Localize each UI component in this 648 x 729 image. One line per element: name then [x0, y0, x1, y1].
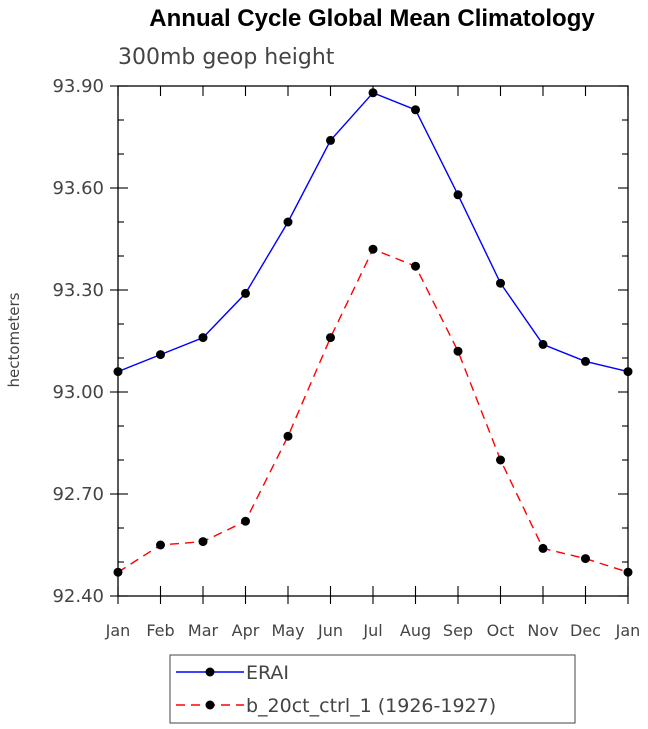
- series-line-0: [117, 91, 629, 373]
- data-point: [241, 288, 250, 298]
- x-tick-label: Mar: [188, 621, 219, 640]
- data-point: [411, 261, 420, 271]
- series-layer: [113, 88, 633, 577]
- plot-frame: [117, 85, 629, 597]
- x-tick-label: Sep: [443, 621, 473, 640]
- legend-label: b_20ct_ctrl_1 (1926-1927): [246, 695, 496, 717]
- data-point: [326, 333, 335, 343]
- y-tick-label: 92.70: [52, 484, 104, 505]
- data-point: [453, 346, 463, 356]
- chart-title: Annual Cycle Global Mean Climatology: [149, 5, 595, 32]
- x-tick-labels: Jan Feb Mar Apr May Jun Jul Aug Sep Oct Nov Dec Jan: [105, 621, 641, 640]
- y-tick-label: 92.40: [52, 586, 104, 607]
- x-tick-label: Dec: [570, 621, 601, 640]
- data-point: [156, 350, 165, 360]
- x-tick-label: Jan: [105, 621, 131, 640]
- data-point: [368, 244, 378, 254]
- legend-marker: [205, 700, 215, 710]
- series-line-1: [117, 248, 629, 573]
- data-point: [368, 88, 378, 98]
- data-point: [453, 190, 463, 200]
- legend-label: ERAI: [246, 662, 289, 684]
- y-axis-label: hectometers: [5, 292, 23, 387]
- data-point: [198, 333, 208, 343]
- x-tick-label: Oct: [487, 621, 515, 640]
- data-point: [581, 554, 590, 564]
- data-point: [283, 217, 293, 227]
- major-ticks: [110, 85, 629, 604]
- y-tick-label: 93.30: [52, 280, 104, 301]
- legend-entries: ERAI b_20ct_ctrl_1 (1926-1927): [176, 662, 496, 717]
- data-point: [411, 105, 420, 115]
- data-point: [241, 516, 250, 526]
- data-point: [538, 543, 548, 553]
- y-tick-labels: 92.40 92.70 93.00 93.30 93.60 93.90: [52, 76, 104, 607]
- data-point: [198, 537, 208, 547]
- x-tick-label: May: [271, 621, 304, 640]
- y-tick-label: 93.90: [52, 76, 104, 97]
- data-point: [326, 135, 335, 145]
- x-tick-label: Jun: [317, 621, 343, 640]
- data-point: [496, 278, 505, 288]
- minor-ticks: [118, 119, 628, 563]
- chart-subtitle: 300mb geop height: [118, 45, 335, 70]
- legend: ERAI b_20ct_ctrl_1 (1926-1927): [169, 654, 576, 724]
- data-point: [581, 356, 590, 366]
- data-point: [538, 339, 548, 349]
- x-tick-label: Aug: [400, 621, 431, 640]
- x-tick-label: Feb: [146, 621, 174, 640]
- data-point: [496, 455, 505, 465]
- legend-box: [169, 654, 576, 724]
- data-point: [156, 540, 165, 550]
- x-tick-label: Jul: [362, 621, 382, 640]
- legend-marker: [205, 667, 215, 677]
- data-point: [283, 431, 293, 441]
- y-tick-label: 93.60: [52, 178, 104, 199]
- x-tick-label: Nov: [527, 621, 558, 640]
- x-tick-label: Apr: [232, 621, 260, 640]
- y-tick-label: 93.00: [52, 382, 104, 403]
- x-tick-label: Jan: [615, 621, 641, 640]
